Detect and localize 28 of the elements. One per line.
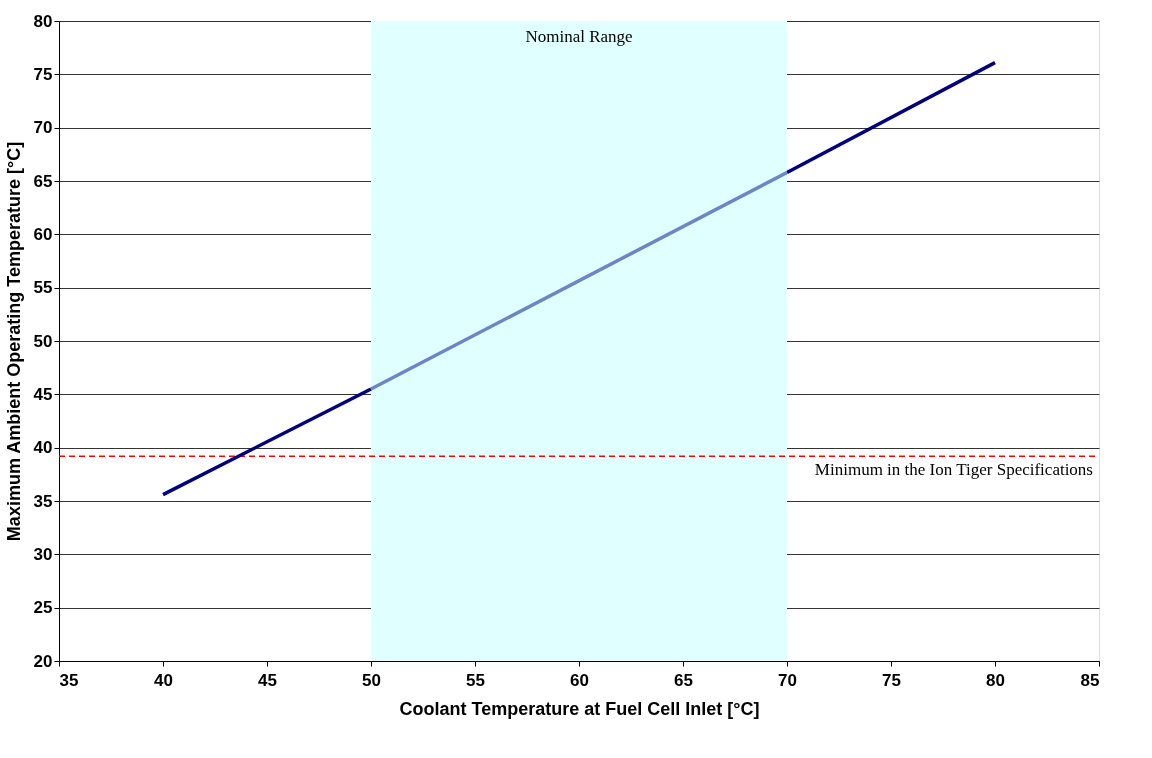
y-tick-label: 30	[33, 544, 53, 564]
y-axis-title: Maximum Ambient Operating Temperature [°C]	[3, 141, 24, 542]
y-tick-label: 25	[33, 598, 53, 618]
y-tick-label: 65	[33, 171, 53, 191]
y-tick-label: 35	[33, 491, 53, 511]
x-tick-label: 80	[986, 670, 1005, 690]
x-tick-label: 65	[674, 670, 693, 690]
x-tick-label: 35	[59, 670, 79, 690]
y-tick-label: 20	[33, 651, 53, 671]
x-tick-label: 50	[362, 670, 381, 690]
x-tick-label: 55	[466, 670, 485, 690]
y-tick-label: 60	[33, 224, 53, 244]
x-tick-label: 40	[154, 670, 173, 690]
x-tick-label: 85	[1080, 670, 1100, 690]
y-tick-label: 50	[33, 331, 53, 351]
x-axis-title: Coolant Temperature at Fuel Cell Inlet [°C]	[399, 698, 760, 719]
y-tick-label: 75	[33, 64, 53, 84]
band-label: Nominal Range	[525, 27, 633, 46]
x-tick-label: 45	[258, 670, 277, 690]
y-tick-label: 45	[33, 384, 53, 404]
x-tick-label: 70	[778, 670, 797, 690]
y-tick-label: 55	[33, 278, 53, 298]
y-tick-label: 70	[33, 118, 53, 138]
y-tick-label: 80	[33, 11, 53, 31]
y-tick-label: 40	[33, 438, 53, 458]
x-tick-label: 60	[570, 670, 589, 690]
ref-line-label: Minimum in the Ion Tiger Specifications	[814, 460, 1093, 480]
x-tick-label: 75	[882, 670, 901, 690]
